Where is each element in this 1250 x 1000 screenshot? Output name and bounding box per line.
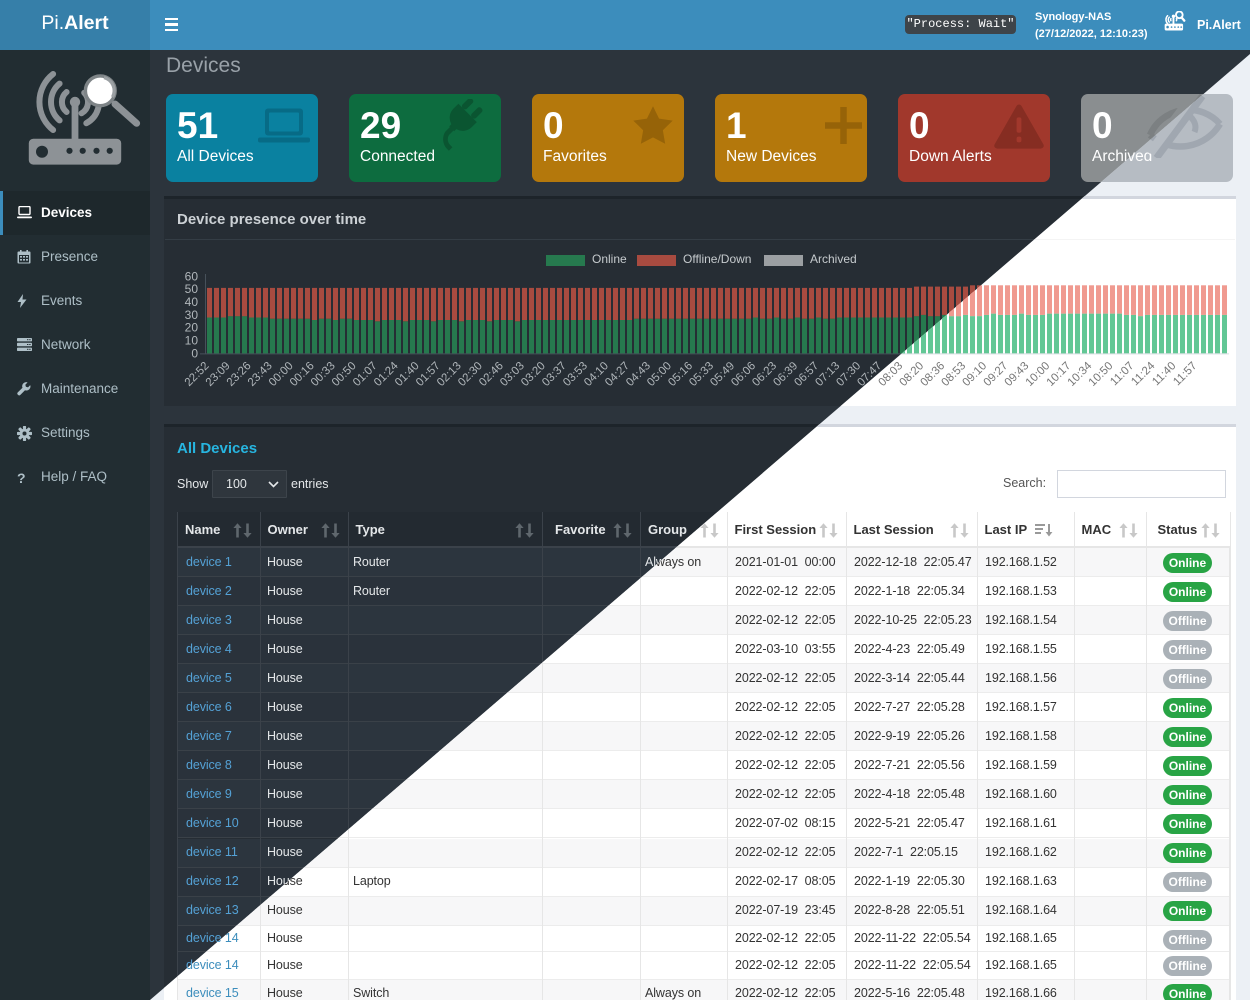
svg-text:10:50: 10:50 [1087,360,1116,389]
svg-text:30: 30 [185,308,199,322]
svg-text:40: 40 [185,295,199,309]
svg-text:10: 10 [185,334,199,348]
svg-text:20: 20 [185,321,199,335]
svg-text:60: 60 [185,269,199,283]
svg-text:0: 0 [191,346,198,360]
svg-text:50: 50 [185,282,199,296]
svg-text:11:57: 11:57 [1171,360,1199,388]
